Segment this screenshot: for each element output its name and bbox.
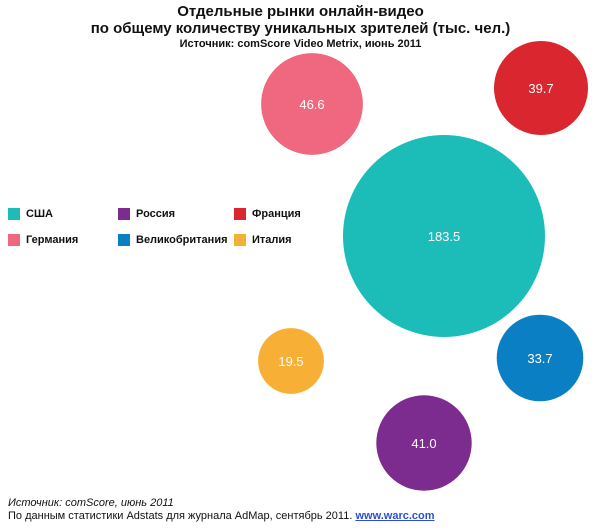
bubble-value-label: 39.7 xyxy=(528,81,553,96)
bubble-value-label: 19.5 xyxy=(278,354,303,369)
legend-item: Великобритания xyxy=(118,233,228,247)
legend-item: Россия xyxy=(118,207,175,221)
bubble-3: 39.7 xyxy=(494,41,588,135)
bubble-2: 41.0 xyxy=(376,395,472,491)
bubble-value-label: 183.5 xyxy=(428,229,461,244)
legend-label: Германия xyxy=(26,234,79,246)
legend-label: Великобритания xyxy=(136,234,228,246)
legend-label: Россия xyxy=(136,208,176,220)
bubble-circle xyxy=(261,53,363,155)
legend-item: Италия xyxy=(234,233,292,247)
footer-note-text: По данным статистики Adstats для журнала… xyxy=(8,510,353,522)
legend-swatch xyxy=(234,208,246,220)
bubble-4: 33.7 xyxy=(496,314,584,402)
legend-item: Германия xyxy=(8,233,78,247)
legend-item: США xyxy=(8,207,53,221)
bubble-value-label: 33.7 xyxy=(527,351,552,366)
bubble-circle xyxy=(258,328,324,394)
legend-label: Италия xyxy=(252,234,292,246)
footer-note: По данным статистики Adstats для журнала… xyxy=(8,510,435,523)
legend-swatch xyxy=(118,234,130,246)
legend-label: Франция xyxy=(252,208,301,220)
footer-source: Источник: comScore, июнь 2011 xyxy=(8,497,174,509)
chart-title-line-2: по общему количеству уникальных зрителей… xyxy=(90,20,511,37)
bubble-circle xyxy=(376,395,472,491)
legend-swatch xyxy=(118,208,130,220)
legend-swatch xyxy=(234,234,246,246)
bubble-value-label: 41.0 xyxy=(411,436,436,451)
bubble-circle xyxy=(343,135,545,337)
legend-swatch xyxy=(8,208,20,220)
bubble-value-label: 46.6 xyxy=(299,97,324,112)
bubble-5: 19.5 xyxy=(258,328,324,394)
legend-label: США xyxy=(26,208,53,220)
bubble-0: 183.5 xyxy=(343,135,545,337)
legend-item: Франция xyxy=(234,207,301,221)
chart-subtitle: Источник: comScore Video Metrix, июнь 20… xyxy=(179,38,422,50)
chart-title-line-1: Отдельные рынки онлайн-видео xyxy=(177,3,424,20)
bubble-1: 46.6 xyxy=(261,53,363,155)
bubble-circle xyxy=(496,314,584,402)
legend-swatch xyxy=(8,234,20,246)
bubble-circle xyxy=(494,41,588,135)
warc-link[interactable]: www.warc.com xyxy=(355,510,435,522)
